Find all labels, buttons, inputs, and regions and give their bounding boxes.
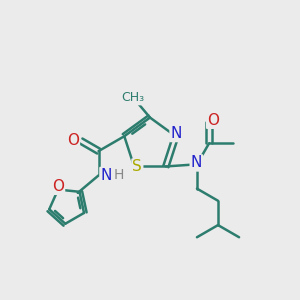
Text: CH₃: CH₃ [121,91,144,104]
Text: H: H [114,168,124,182]
Text: O: O [207,113,219,128]
Text: N: N [191,155,202,170]
Text: N: N [171,126,182,141]
Text: O: O [67,134,79,148]
Text: O: O [52,179,64,194]
Text: N: N [100,168,112,183]
Text: S: S [133,160,142,175]
